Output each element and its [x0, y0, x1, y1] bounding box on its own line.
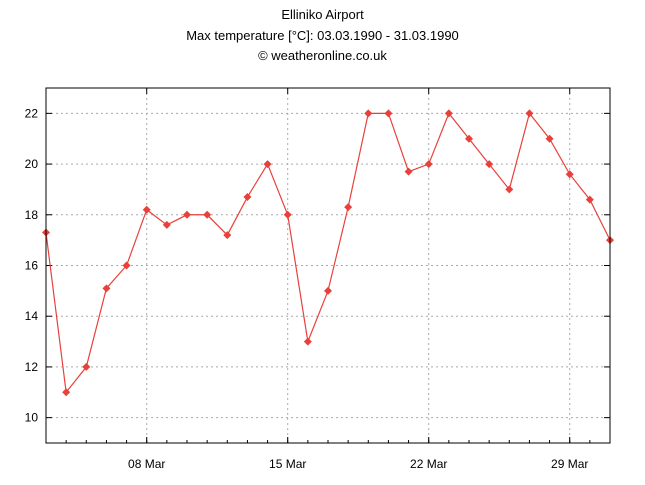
y-tick-label: 20	[25, 157, 39, 171]
data-point-marker	[364, 109, 373, 118]
data-point-marker	[142, 205, 151, 214]
grid-lines	[46, 88, 610, 443]
x-tick-label: 15 Mar	[269, 457, 306, 471]
data-point-marker	[203, 210, 212, 219]
y-tick-label: 14	[25, 309, 39, 323]
ticks: 10 12 14 16 18 20 22 08 Mar 15 Mar 22 Mar 29 Mar	[25, 88, 611, 471]
chart-subtitle: Max temperature [°C]: 03.03.1990 - 31.03…	[186, 28, 459, 43]
y-tick-label: 12	[25, 360, 39, 374]
data-point-marker	[283, 210, 292, 219]
data-point-marker	[303, 337, 312, 346]
data-point-marker	[102, 284, 111, 293]
data-point-marker	[525, 109, 534, 118]
data-point-marker	[324, 286, 332, 295]
data-point-marker	[384, 109, 393, 118]
data-point-marker	[424, 160, 433, 169]
chart-credit: © weatheronline.co.uk	[258, 48, 387, 63]
data-point-marker	[82, 362, 91, 371]
data-point-marker	[162, 220, 171, 229]
data-point-marker	[485, 160, 494, 169]
data-point-marker	[465, 134, 473, 143]
data-point-marker	[243, 193, 252, 202]
x-tick-label: 08 Mar	[128, 457, 165, 471]
data-point-marker	[62, 388, 71, 397]
data-point-marker	[585, 195, 594, 204]
data-point-marker	[404, 167, 413, 176]
series-layer	[42, 109, 614, 397]
data-point-marker	[505, 185, 514, 194]
data-point-marker	[223, 231, 232, 240]
y-tick-label: 22	[25, 106, 39, 120]
data-point-marker	[444, 109, 453, 118]
data-point-marker	[545, 134, 554, 143]
x-tick-label: 22 Mar	[410, 457, 447, 471]
plot-frame	[45, 87, 611, 444]
y-tick-label: 10	[25, 411, 39, 425]
y-tick-label: 18	[25, 208, 39, 222]
chart-title: Elliniko Airport	[281, 7, 364, 22]
data-point-marker	[183, 210, 191, 219]
series-line	[45, 112, 611, 394]
data-point-marker	[263, 160, 272, 169]
x-tick-label: 29 Mar	[551, 457, 588, 471]
data-point-marker	[565, 170, 574, 179]
data-point-marker	[344, 203, 353, 212]
data-point-marker	[122, 261, 131, 270]
y-tick-label: 16	[25, 259, 39, 273]
